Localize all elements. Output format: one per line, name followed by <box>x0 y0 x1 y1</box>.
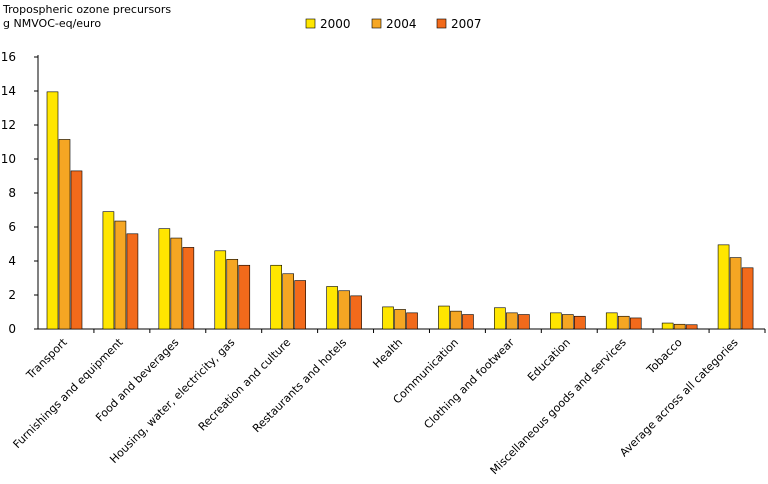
y-tick-label: 10 <box>1 152 16 166</box>
bar-2000 <box>382 306 394 330</box>
bar-2000 <box>326 286 338 330</box>
bar-2004 <box>170 237 183 330</box>
bar-2004 <box>338 290 350 330</box>
legend-swatch-2000 <box>305 18 316 29</box>
bar-2004 <box>729 257 742 330</box>
bar-2004 <box>562 314 574 330</box>
y-tick-label: 6 <box>8 220 16 234</box>
bar-2000 <box>661 322 674 330</box>
bar-2000 <box>494 307 506 330</box>
y-tick-label: 12 <box>1 118 16 132</box>
bar-2000 <box>550 312 562 330</box>
bar-2007 <box>70 170 83 330</box>
y-tick-label: 8 <box>8 186 16 200</box>
legend-swatch-2004 <box>371 18 382 29</box>
x-category-label: Transport <box>23 335 70 382</box>
bar-2004 <box>450 310 462 330</box>
bar-2007 <box>294 280 306 330</box>
bar-2004 <box>506 312 518 330</box>
bar-2000 <box>46 91 59 330</box>
bar-2004 <box>226 258 239 330</box>
y-tick-label: 0 <box>8 322 16 336</box>
y-axis-label-line-2: g NMVOC-eq/euro <box>3 17 101 30</box>
bar-2000 <box>438 305 450 330</box>
y-tick-label: 2 <box>8 288 16 302</box>
legend: 2000 2004 2007 <box>305 17 482 31</box>
bar-2007 <box>182 247 195 330</box>
bar-2007 <box>462 314 474 330</box>
y-tick-label: 14 <box>1 84 16 98</box>
y-axis-label-line-1: Tropospheric ozone precursors <box>2 3 171 16</box>
bar-2000 <box>214 250 227 330</box>
bar-2000 <box>270 264 282 330</box>
x-category-label: Furnishings and equipment <box>10 335 126 451</box>
x-category-label: Health <box>370 336 405 371</box>
bar-2004 <box>673 323 686 330</box>
bar-2004 <box>394 309 406 330</box>
x-category-label: Tobacco <box>644 336 685 377</box>
x-category-label: Average across all categories <box>617 336 741 460</box>
bar-2007 <box>238 264 251 330</box>
legend-label-2007: 2007 <box>451 17 482 31</box>
x-category-label: Education <box>525 336 573 384</box>
bar-2007 <box>629 317 642 330</box>
bar-2004 <box>282 273 294 330</box>
bar-2007 <box>574 315 586 330</box>
bar-2007 <box>741 267 754 330</box>
bar-2000 <box>102 211 115 330</box>
bar-2004 <box>114 220 127 330</box>
bar-2007 <box>685 324 698 330</box>
bar-2000 <box>605 312 618 330</box>
bar-2004 <box>617 315 630 330</box>
legend-label-2004: 2004 <box>386 17 417 31</box>
bar-2007 <box>126 233 139 330</box>
legend-label-2000: 2000 <box>320 17 351 31</box>
x-category-label: Restaurants and hotels <box>250 336 349 435</box>
x-category-label: Clothing and footwear <box>421 336 517 432</box>
bar-2000 <box>717 244 730 330</box>
y-tick-label: 4 <box>8 254 16 268</box>
bar-2007 <box>518 314 530 330</box>
bar-2007 <box>406 312 418 330</box>
legend-swatch-2007 <box>436 18 447 29</box>
bar-2004 <box>58 139 71 330</box>
bar-2007 <box>350 295 362 330</box>
bar-2000 <box>158 228 171 330</box>
x-category-label: Recreation and culture <box>196 336 294 434</box>
y-tick-label: 16 <box>1 50 16 64</box>
